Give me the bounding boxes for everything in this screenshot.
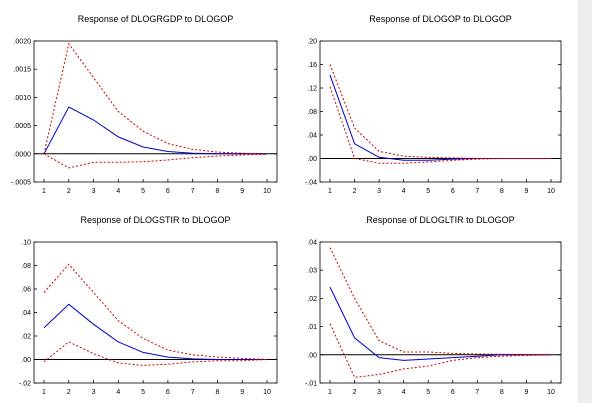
lower-band-line: [43, 153, 268, 169]
x-tick-label: 5: [426, 188, 430, 195]
y-tick-label: .08: [307, 109, 317, 116]
y-tick-label: .0020: [13, 39, 31, 46]
x-tick-label: 5: [141, 389, 145, 396]
lower-band-line: [329, 323, 552, 378]
x-tick-label: 3: [377, 389, 381, 396]
response-line: [43, 106, 267, 155]
x-tick-label: 6: [166, 188, 170, 195]
x-tick-label: 9: [240, 188, 244, 195]
chart-title: Response of DLOGOP to DLOGOP: [369, 14, 511, 24]
x-tick-label: 7: [191, 188, 195, 195]
y-tick-label: -.04: [305, 180, 317, 187]
y-tick-label: .00: [307, 156, 317, 163]
y-tick-label: -.02: [19, 381, 31, 388]
upper-band-line: [43, 263, 268, 360]
chart-panel-3: Response of DLOGSTIR to DLOGOP .10 .08 .06.…: [19, 215, 278, 396]
x-tick-label: 10: [547, 389, 555, 396]
y-tick-label: .02: [21, 334, 31, 341]
x-tick-label: 5: [426, 389, 430, 396]
upper-band-line: [329, 247, 552, 356]
x-tick-label: 4: [402, 188, 406, 195]
y-tick-label: .12: [307, 86, 317, 93]
x-tick-label: 6: [166, 389, 170, 396]
y-tick-label: .10: [21, 240, 31, 247]
x-tick-label: 1: [328, 188, 332, 195]
x-tick-label: 5: [141, 188, 145, 195]
x-tick-label: 2: [353, 188, 357, 195]
y-tick-label: .04: [307, 240, 317, 247]
window-edge: [578, 0, 592, 403]
y-tick-label: .20: [307, 39, 317, 46]
y-tick-label: .00: [307, 352, 317, 359]
plot-frame: [319, 40, 562, 183]
x-tick-label: 3: [92, 188, 96, 195]
x-tick-label: 4: [116, 389, 120, 396]
y-tick-label: -.0005: [11, 180, 31, 187]
y-tick-label: .02: [307, 296, 317, 303]
plot-frame: [33, 40, 278, 183]
y-tick-label: .04: [307, 133, 317, 140]
x-tick-label: 9: [524, 389, 528, 396]
chart-title: Response of DLOGSTIR to DLOGOP: [80, 215, 230, 225]
y-tick-label: .16: [307, 62, 317, 69]
x-tick-label: 4: [402, 389, 406, 396]
y-tick-label: .01: [307, 324, 317, 331]
y-tick-label: .0000: [13, 151, 31, 158]
x-tick-label: 7: [475, 389, 479, 396]
y-tick-label: .0010: [13, 95, 31, 102]
x-tick-label: 8: [500, 389, 504, 396]
response-line: [43, 303, 267, 360]
y-tick-label: .0005: [13, 123, 31, 130]
x-tick-label: 2: [353, 389, 357, 396]
x-tick-label: 8: [215, 188, 219, 195]
y-tick-label: .0015: [13, 67, 31, 74]
upper-band-line: [43, 42, 268, 155]
x-tick-label: 1: [42, 389, 46, 396]
chart-panel-2: Response of DLOGOP to DLOGOP .20 .16 .12 .08…: [305, 14, 562, 195]
x-tick-label: 9: [524, 188, 528, 195]
x-tick-label: 10: [263, 389, 271, 396]
x-tick-label: 6: [451, 389, 455, 396]
plot-frame: [319, 241, 562, 384]
x-tick-label: 10: [263, 188, 271, 195]
chart-panel-1: Response of DLOGRGDP to DLOGOP .0020 .0015…: [11, 14, 278, 195]
y-tick-label: .06: [21, 287, 31, 294]
x-tick-label: 3: [377, 188, 381, 195]
response-line: [329, 286, 551, 361]
lower-band-line: [329, 86, 551, 164]
y-tick-label: -.01: [305, 381, 317, 388]
x-tick-label: 7: [191, 389, 195, 396]
x-tick-label: 3: [92, 389, 96, 396]
x-tick-label: 8: [500, 188, 504, 195]
y-tick-label: .08: [21, 263, 31, 270]
x-tick-label: 8: [215, 389, 219, 396]
x-tick-label: 9: [240, 389, 244, 396]
y-tick-label: .03: [307, 268, 317, 275]
y-tick-label: .04: [21, 310, 31, 317]
lower-band-line: [43, 341, 268, 366]
x-tick-label: 7: [475, 188, 479, 195]
x-tick-label: 10: [547, 188, 555, 195]
x-tick-label: 6: [451, 188, 455, 195]
chart-title: Response of DLOGRGDP to DLOGOP: [78, 14, 233, 24]
upper-band-line: [329, 64, 551, 159]
x-tick-label: 1: [328, 389, 332, 396]
x-tick-label: 1: [42, 188, 46, 195]
x-tick-label: 4: [116, 188, 120, 195]
x-tick-label: 2: [67, 188, 71, 195]
y-tick-label: .00: [21, 357, 31, 364]
chart-title: Response of DLOGLTIR to DLOGOP: [366, 215, 514, 225]
chart-panel-4: Response of DLOGLTIR to DLOGOP .04 .03 .02.…: [305, 215, 562, 396]
x-tick-label: 2: [67, 389, 71, 396]
plot-frame: [33, 241, 278, 384]
